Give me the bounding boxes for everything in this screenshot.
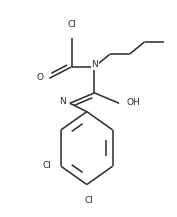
Text: N: N [92,60,98,69]
Text: OH: OH [126,98,140,107]
Text: Cl: Cl [85,196,94,205]
Text: O: O [37,73,44,82]
Text: Cl: Cl [43,161,52,170]
Text: Cl: Cl [68,20,77,29]
Text: N: N [59,97,65,106]
